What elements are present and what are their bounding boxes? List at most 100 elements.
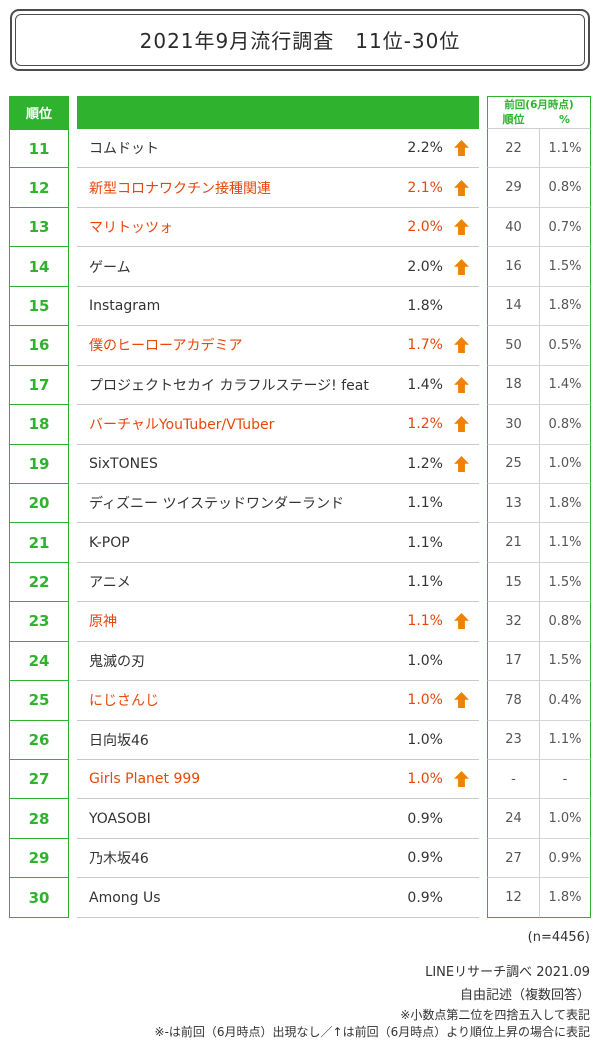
item-percentage: 1.0% bbox=[407, 692, 443, 709]
rank-number: 12 bbox=[9, 168, 69, 208]
footer: (n=4456) LINEリサーチ調べ 2021.09 自由記述（複数回答） ※… bbox=[10, 930, 590, 1040]
item-percentage: 0.9% bbox=[407, 889, 443, 906]
title-box: 2021年9月流行調査 11位-30位 bbox=[10, 9, 590, 71]
rank-number: 26 bbox=[9, 720, 69, 760]
page-title: 2021年9月流行調査 11位-30位 bbox=[15, 14, 585, 66]
previous-rank: 23 bbox=[487, 720, 539, 760]
previous-percentage: 1.0% bbox=[539, 444, 591, 484]
previous-subheaders: 順位 % bbox=[488, 113, 590, 128]
column-gap bbox=[479, 366, 487, 405]
column-gap bbox=[479, 96, 487, 129]
note-rounding: ※小数点第二位を四捨五入して表記 bbox=[400, 1007, 590, 1022]
rank-number: 21 bbox=[9, 523, 69, 563]
table-row: 11 コムドット 2.2% 22 1.1% bbox=[9, 129, 591, 169]
table-row: 25 にじさんじ 1.0% 78 0.4% bbox=[9, 681, 591, 721]
column-gap bbox=[479, 681, 487, 720]
arrow-slot bbox=[443, 692, 479, 709]
item-name: アニメ bbox=[89, 575, 131, 592]
previous-rank: 29 bbox=[487, 168, 539, 208]
previous-rank: - bbox=[487, 760, 539, 800]
previous-percentage: 0.4% bbox=[539, 681, 591, 721]
item-name: Girls Planet 999 bbox=[89, 771, 201, 788]
table-row: 26 日向坂46 1.0% 23 1.1% bbox=[9, 720, 591, 760]
up-arrow-icon bbox=[453, 376, 469, 393]
previous-percentage: 1.0% bbox=[539, 799, 591, 839]
item-name: 日向坂46 bbox=[89, 732, 149, 749]
source-credit: LINEリサーチ調べ 2021.09 bbox=[425, 964, 590, 980]
rank-number: 14 bbox=[9, 247, 69, 287]
previous-percentage: 0.8% bbox=[539, 405, 591, 445]
column-gap bbox=[479, 760, 487, 799]
previous-percentage: 1.1% bbox=[539, 523, 591, 563]
rank-number: 25 bbox=[9, 681, 69, 721]
item-name: ゲーム bbox=[89, 259, 131, 276]
item-cell: アニメ 1.1% bbox=[77, 563, 479, 603]
previous-rank: 27 bbox=[487, 838, 539, 879]
item-percentage: 1.0% bbox=[407, 731, 443, 748]
table-row: 24 鬼滅の刃 1.0% 17 1.5% bbox=[9, 641, 591, 682]
up-arrow-icon bbox=[453, 258, 469, 275]
arrow-slot bbox=[443, 613, 479, 630]
item-cell: コムドット 2.2% bbox=[77, 129, 479, 169]
previous-percentage: 1.1% bbox=[539, 720, 591, 760]
column-gap bbox=[69, 878, 77, 917]
previous-percentage: 0.5% bbox=[539, 326, 591, 366]
item-name: コムドット bbox=[89, 141, 159, 158]
item-percentage: 2.0% bbox=[407, 258, 443, 275]
item-percentage: 2.0% bbox=[407, 219, 443, 236]
up-arrow-icon bbox=[453, 771, 469, 788]
item-name: 乃木坂46 bbox=[89, 851, 149, 868]
item-cell: プロジェクトセカイ カラフルステージ! feat 1.4% bbox=[77, 366, 479, 406]
table-row: 29 乃木坂46 0.9% 27 0.9% bbox=[9, 838, 591, 879]
column-gap bbox=[69, 760, 77, 799]
item-cell: 日向坂46 1.0% bbox=[77, 721, 479, 760]
column-gap bbox=[479, 445, 487, 484]
table-row: 12 新型コロナワクチン接種関連 2.1% 29 0.8% bbox=[9, 168, 591, 208]
column-gap bbox=[479, 168, 487, 207]
previous-rank: 25 bbox=[487, 444, 539, 484]
previous-rank: 24 bbox=[487, 799, 539, 839]
previous-rank: 30 bbox=[487, 405, 539, 445]
previous-percentage: - bbox=[539, 760, 591, 800]
table-header: 順位 前回(6月時点) 順位 % bbox=[9, 96, 591, 129]
previous-rank: 17 bbox=[487, 641, 539, 682]
item-percentage: 1.2% bbox=[407, 416, 443, 433]
item-cell: 鬼滅の刃 1.0% bbox=[77, 642, 479, 682]
item-cell: マリトッツォ 2.0% bbox=[77, 208, 479, 248]
table-row: 23 原神 1.1% 32 0.8% bbox=[9, 602, 591, 642]
item-name: YOASOBI bbox=[89, 810, 151, 827]
item-percentage: 0.9% bbox=[407, 850, 443, 867]
item-cell: 僕のヒーローアカデミア 1.7% bbox=[77, 326, 479, 366]
table-row: 14 ゲーム 2.0% 16 1.5% bbox=[9, 247, 591, 287]
item-name: マリトッツォ bbox=[89, 220, 173, 237]
previous-rank: 22 bbox=[487, 129, 539, 169]
item-cell: 新型コロナワクチン接種関連 2.1% bbox=[77, 168, 479, 208]
previous-rank: 18 bbox=[487, 365, 539, 406]
previous-rank: 40 bbox=[487, 207, 539, 248]
previous-rank: 50 bbox=[487, 326, 539, 366]
table-row: 18 バーチャルYouTuber/VTuber 1.2% 30 0.8% bbox=[9, 405, 591, 445]
arrow-slot bbox=[443, 376, 479, 393]
table-row: 19 SixTONES 1.2% 25 1.0% bbox=[9, 444, 591, 484]
column-gap bbox=[69, 445, 77, 484]
column-gap bbox=[69, 484, 77, 523]
rank-number: 13 bbox=[9, 207, 69, 248]
item-name: ディズニー ツイステッドワンダーランド bbox=[89, 496, 345, 513]
previous-rank: 16 bbox=[487, 247, 539, 287]
item-percentage: 1.1% bbox=[407, 495, 443, 512]
column-gap bbox=[69, 523, 77, 562]
rank-number: 28 bbox=[9, 799, 69, 839]
table-row: 17 プロジェクトセカイ カラフルステージ! feat 1.4% 18 1.4% bbox=[9, 365, 591, 406]
item-cell: バーチャルYouTuber/VTuber 1.2% bbox=[77, 405, 479, 445]
rank-number: 15 bbox=[9, 286, 69, 327]
up-arrow-icon bbox=[453, 416, 469, 433]
item-cell: Among Us 0.9% bbox=[77, 878, 479, 918]
column-gap bbox=[479, 523, 487, 562]
survey-method: 自由記述（複数回答） bbox=[459, 987, 590, 1003]
column-gap bbox=[479, 721, 487, 760]
item-name: Instagram bbox=[89, 297, 161, 314]
column-gap bbox=[479, 247, 487, 286]
up-arrow-icon bbox=[453, 140, 469, 157]
table-row: 15 Instagram 1.8% 14 1.8% bbox=[9, 286, 591, 327]
column-gap bbox=[69, 287, 77, 326]
